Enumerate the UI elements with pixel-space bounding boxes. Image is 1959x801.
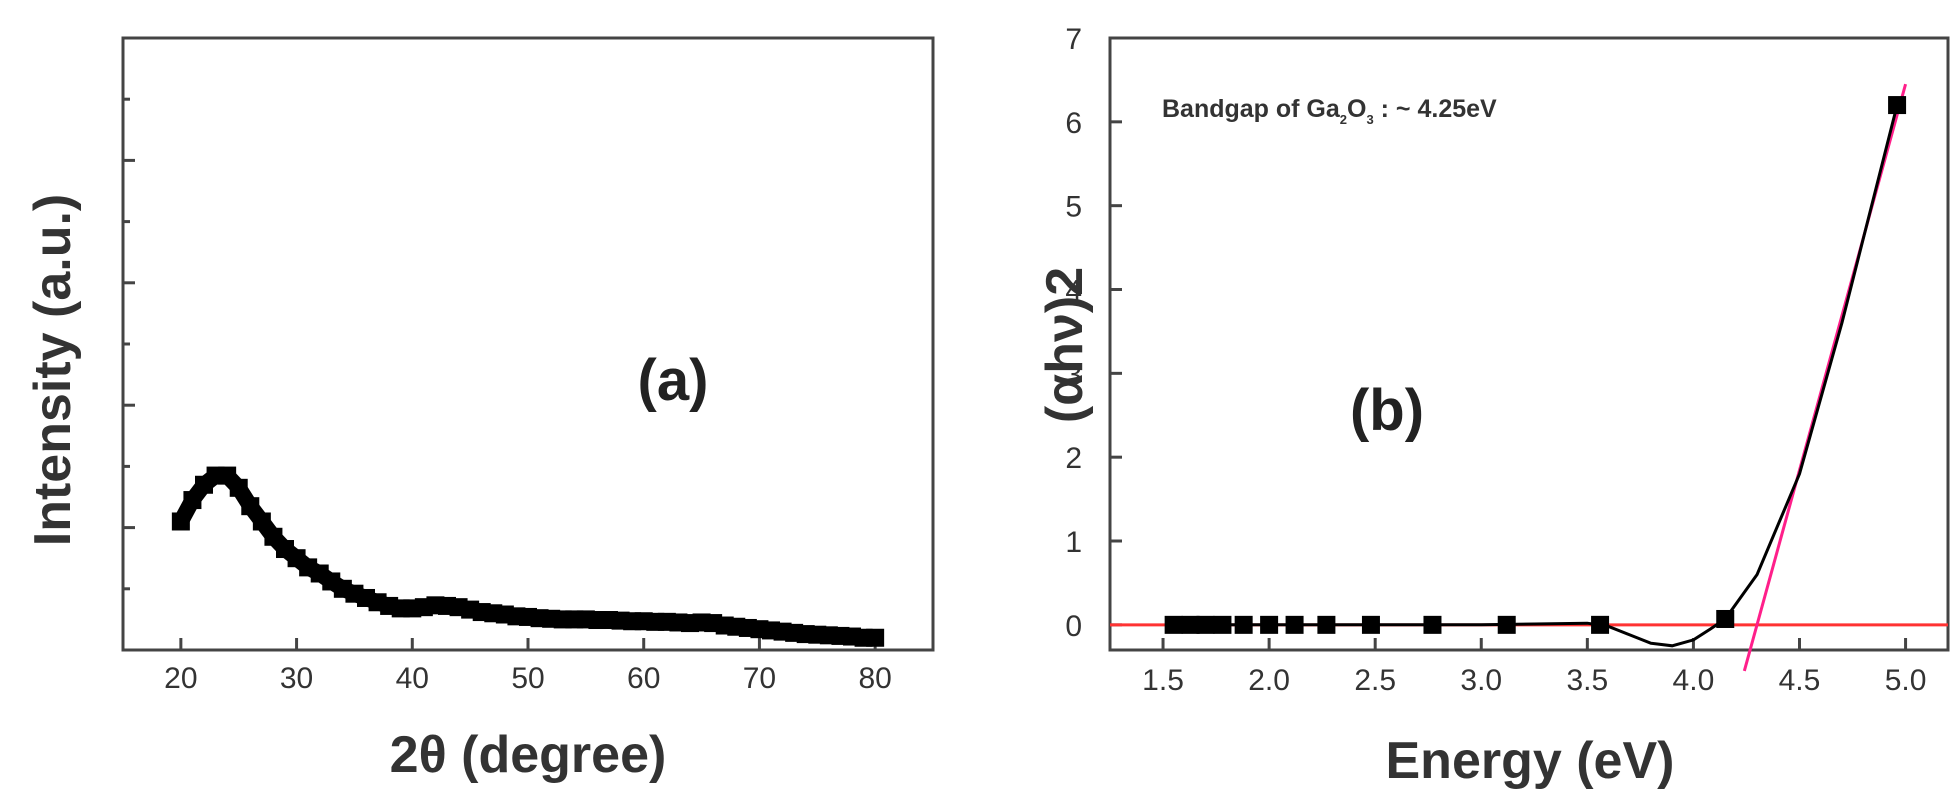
x-axis-label-a: 2θ (degree) — [390, 726, 667, 784]
annotation-mid: O — [1347, 95, 1366, 123]
data-point-b — [1234, 615, 1253, 634]
y-tick-label-b: 2 — [1065, 442, 1082, 475]
series-group-a — [171, 466, 885, 647]
data-point-b — [1716, 609, 1735, 628]
tick-group-a: 20 30 40 50 60 70 80 — [123, 97, 892, 695]
y-tick-label-b: 4 — [1065, 275, 1082, 308]
data-point-b — [1497, 615, 1516, 634]
data-point-b — [1423, 615, 1442, 634]
data-point-b — [1196, 615, 1215, 634]
x-tick-label-b: 3.5 — [1566, 664, 1608, 697]
y-tick-label-b: 1 — [1065, 526, 1082, 559]
x-tick-label-b: 4.0 — [1673, 664, 1715, 697]
data-point-b — [1213, 615, 1232, 634]
x-tick-label-a: 20 — [164, 662, 197, 695]
tick-group-b: 1.5 2.0 2.5 3.0 3.5 4.0 4.5 5.0 0 1 2 3 4 5 6 7 — [1065, 23, 1926, 697]
x-tick-label-b: 4.5 — [1779, 664, 1821, 697]
data-point-b — [1591, 615, 1610, 634]
data-point-b — [1260, 615, 1279, 634]
y-tick-label-b: 5 — [1065, 191, 1082, 224]
data-point-b — [1361, 615, 1380, 634]
x-tick-label-a: 40 — [396, 662, 429, 695]
data-point-b — [1285, 615, 1304, 634]
data-point-a — [866, 628, 885, 647]
panel-label-b: (b) — [1350, 378, 1424, 443]
bandgap-annotation: Bandgap of Ga2O3 : ~ 4.25eV — [1162, 95, 1497, 127]
data-point-a — [183, 491, 202, 510]
x-tick-label-a: 70 — [743, 662, 776, 695]
data-point-a — [171, 512, 190, 531]
chart-panel-b: 1.5 2.0 2.5 3.0 3.5 4.0 4.5 5.0 0 1 2 3 4 5 6 7 (b) Ban… — [1036, 23, 1950, 790]
x-tick-label-b: 3.0 — [1460, 664, 1502, 697]
series-group-b — [1110, 83, 1948, 672]
x-tick-label-a: 50 — [511, 662, 544, 695]
data-point-a — [241, 497, 260, 516]
data-point-b — [1888, 96, 1907, 115]
x-tick-label-b: 2.0 — [1248, 664, 1290, 697]
annotation-tail: : ~ 4.25eV — [1374, 95, 1497, 123]
x-tick-label-a: 80 — [858, 662, 891, 695]
data-point-a — [252, 512, 271, 531]
data-curve-b — [1173, 104, 1899, 648]
plot-frame-a — [121, 36, 935, 652]
data-point-b — [1181, 615, 1200, 634]
annotation-sub2: 3 — [1366, 112, 1373, 127]
annotation-sub1: 2 — [1340, 112, 1347, 127]
y-tick-label-b: 7 — [1065, 23, 1082, 56]
y-tick-label-b: 6 — [1065, 107, 1082, 140]
x-tick-label-b: 5.0 — [1885, 664, 1927, 697]
y-tick-label-b: 3 — [1065, 358, 1082, 391]
plot-frame-b — [1108, 36, 1950, 652]
y-axis-label-b: (αhν)2 — [1036, 267, 1094, 423]
y-tick-label-b: 0 — [1065, 610, 1082, 643]
chart-panel-a: 20 30 40 50 60 70 80 (a) 2θ (degree) Intensity… — [24, 36, 935, 784]
panel-label-a: (a) — [638, 348, 709, 413]
x-tick-label-b: 2.5 — [1354, 664, 1396, 697]
data-point-a — [229, 478, 248, 497]
data-point-b — [1317, 615, 1336, 634]
data-point-b — [1164, 615, 1183, 634]
y-axis-label-a: Intensity (a.u.) — [24, 194, 82, 546]
x-axis-label-b: Energy (eV) — [1386, 732, 1675, 790]
x-tick-label-a: 60 — [627, 662, 660, 695]
x-tick-label-a: 30 — [280, 662, 313, 695]
annotation-text: Bandgap of Ga — [1162, 95, 1341, 123]
x-tick-label-b: 1.5 — [1142, 664, 1184, 697]
